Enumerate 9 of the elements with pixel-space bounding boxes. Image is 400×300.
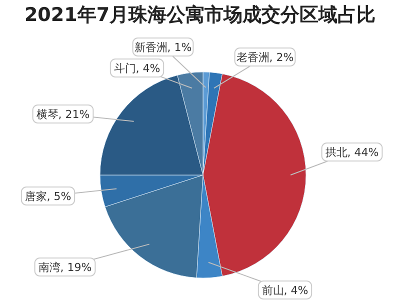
slice-label: 前山, 4% [262,284,308,297]
chart-title: 2021年7月珠海公寓市场成交分区域占比 [24,4,376,26]
slice-label: 横琴, 21% [36,108,90,121]
slice-label: 老香洲, 2% [236,51,294,64]
slice-label: 唐家, 5% [24,190,72,203]
slice-label: 南湾, 19% [38,261,92,274]
slice-label: 新香洲, 1% [134,41,192,54]
slice-label: 斗门, 4% [114,62,160,75]
slice-label: 拱北, 44% [325,146,379,159]
